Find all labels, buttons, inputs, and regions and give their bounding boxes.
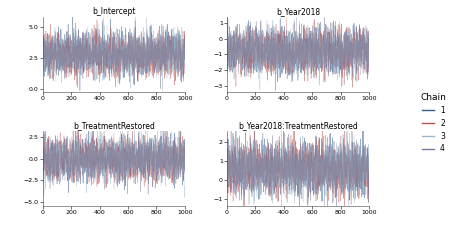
Legend: 1, 2, 3, 4: 1, 2, 3, 4 (421, 93, 447, 153)
Title: b_Year2018:TreatmentRestored: b_Year2018:TreatmentRestored (238, 121, 358, 130)
Title: b_TreatmentRestored: b_TreatmentRestored (73, 121, 155, 130)
Title: b_Year2018: b_Year2018 (276, 7, 320, 16)
Title: b_Intercept: b_Intercept (92, 7, 136, 16)
